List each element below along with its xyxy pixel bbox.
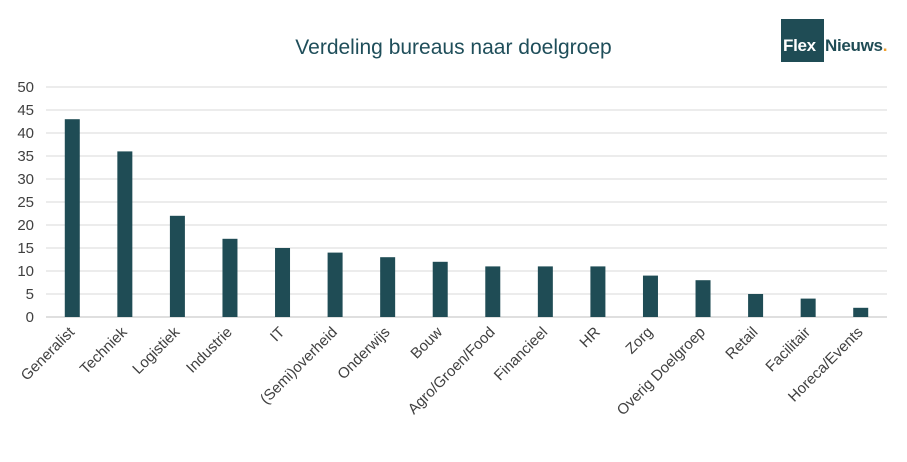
- x-tick-label: Techniek: [77, 323, 131, 377]
- x-tick-label: Facilitair: [762, 324, 814, 376]
- x-tick-label: Generalist: [18, 323, 79, 384]
- bar: [590, 266, 606, 317]
- x-tick-label: IT: [267, 324, 288, 345]
- y-tick-label: 5: [26, 286, 34, 303]
- logo-box-text: Flex: [781, 19, 824, 62]
- bar: [485, 266, 501, 317]
- logo-rest-text: Nieuws: [825, 36, 883, 55]
- gridlines: [46, 86, 887, 318]
- bar: [169, 215, 185, 317]
- x-tick-label: Overig Doelgroep: [614, 324, 709, 419]
- x-tick-label: Zorg: [622, 324, 656, 358]
- x-tick-label: HR: [576, 324, 603, 351]
- x-tick-label: Bouw: [407, 324, 446, 363]
- bar: [853, 307, 869, 317]
- bar: [748, 294, 764, 317]
- y-tick-label: 15: [17, 240, 34, 257]
- chart-title: Verdeling bureaus naar doelgroep: [295, 36, 612, 59]
- bar: [695, 280, 711, 317]
- x-tick-label: Onderwijs: [334, 324, 393, 383]
- bar: [275, 248, 291, 317]
- y-tick-label: 50: [17, 79, 34, 96]
- bars: [64, 119, 869, 317]
- y-tick-label: 30: [17, 171, 34, 188]
- y-tick-label: 10: [17, 263, 34, 280]
- x-tick-label: Financieel: [491, 324, 551, 384]
- y-tick-label: 45: [17, 102, 34, 119]
- y-tick-label: 25: [17, 194, 34, 211]
- bar: [222, 238, 238, 317]
- bar: [64, 119, 80, 317]
- bar: [117, 151, 133, 317]
- x-tick-label: Retail: [722, 324, 761, 363]
- bar: [537, 266, 553, 317]
- bar: [327, 252, 343, 317]
- x-tick-label: Logistiek: [129, 323, 183, 377]
- flexnieuws-logo: Flex Nieuws .: [781, 19, 887, 62]
- bar: [642, 275, 658, 317]
- y-tick-label: 35: [17, 148, 34, 165]
- y-tick-label: 40: [17, 125, 34, 142]
- y-tick-label: 0: [26, 309, 34, 326]
- y-axis-ticks: 0 5 10 15 20 25 30 35 40 45 50: [17, 79, 34, 326]
- x-tick-label: Industrie: [183, 324, 236, 377]
- bar: [432, 261, 448, 317]
- bar: [380, 257, 396, 317]
- bar: [800, 298, 816, 317]
- y-tick-label: 20: [17, 217, 34, 234]
- logo-dot: .: [882, 36, 888, 55]
